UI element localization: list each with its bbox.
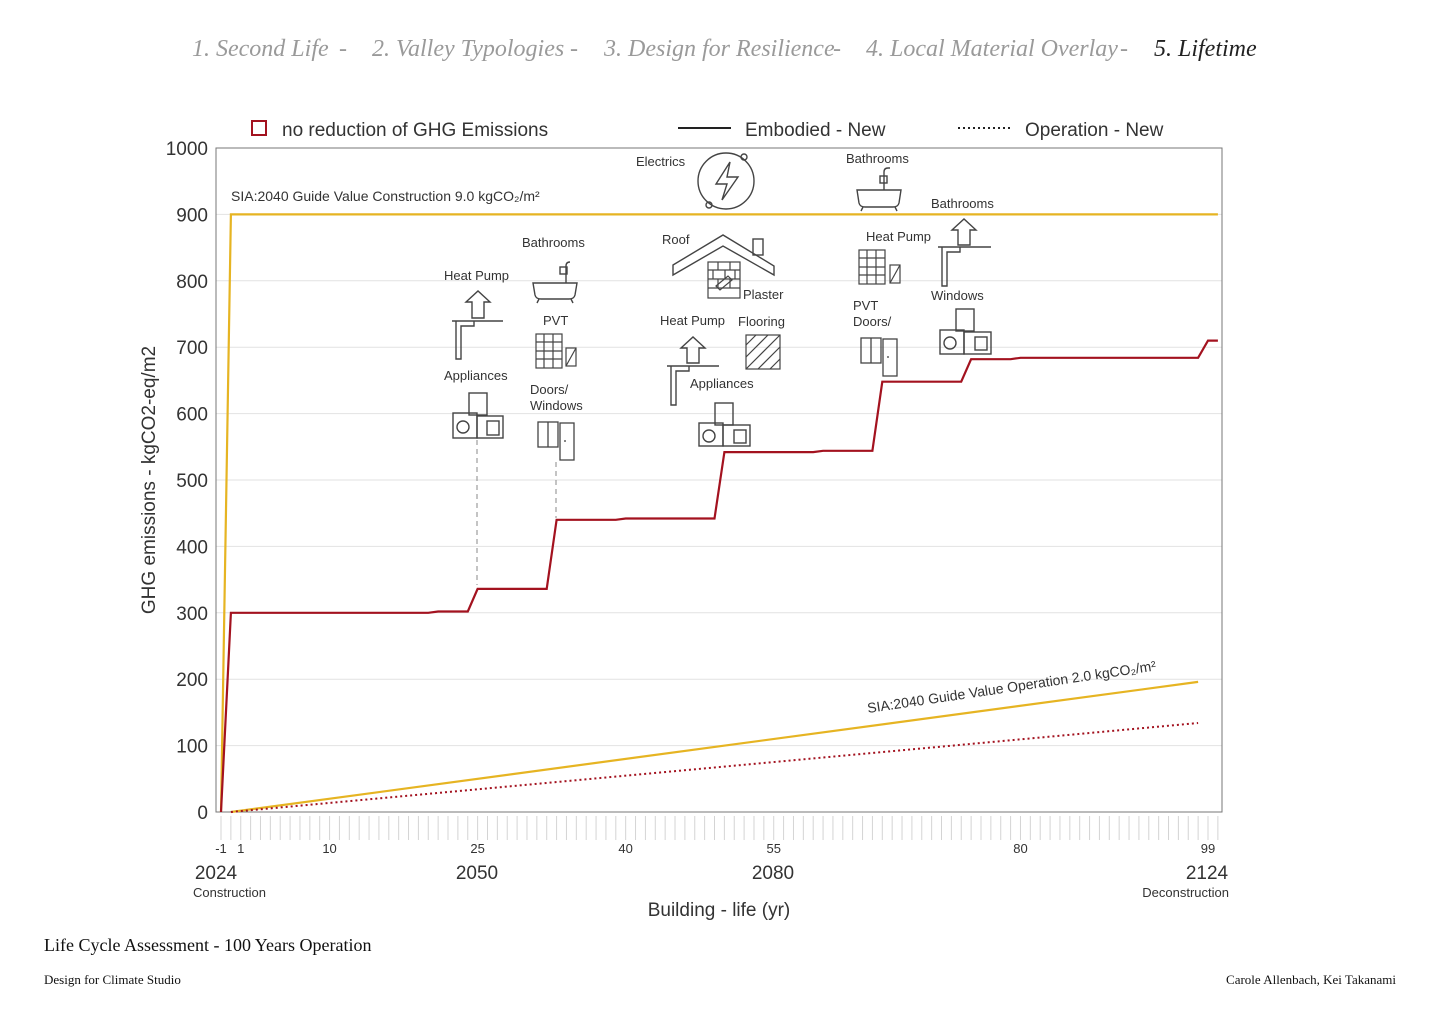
- guide-line-construction: [219, 213, 1218, 813]
- legend: no reduction of GHG Emissions Embodied -…: [251, 120, 1164, 141]
- nav-item-design-for-resilience[interactable]: 3. Design for Resilience: [604, 36, 835, 62]
- appliances-icon: [939, 308, 992, 355]
- caption-construction: Construction: [193, 885, 266, 900]
- annotation-heat-pump-2: Heat Pump: [660, 313, 725, 328]
- legend-swatch-no-reduction: [251, 120, 267, 136]
- heat-pump-icon: [667, 336, 719, 406]
- leader-lines: [476, 440, 557, 585]
- x-tick-label: 10: [322, 841, 336, 856]
- nav-separator: -: [570, 36, 578, 62]
- annotation-windows-2: Doors/: [853, 314, 892, 329]
- annotation-doors-1: Doors/: [530, 382, 569, 397]
- data-series: [219, 339, 1218, 813]
- doors-windows-icon: [537, 421, 575, 461]
- electrics-icon: [697, 152, 755, 210]
- x-tick-label: -1: [215, 841, 227, 856]
- series-line-embodied-new: [219, 339, 1218, 813]
- year-label-2124: 2124: [1186, 863, 1229, 884]
- annotation-windows-1: Windows: [530, 398, 583, 413]
- x-tick-label: 25: [470, 841, 484, 856]
- x-tick-label: 55: [766, 841, 780, 856]
- x-tick-label: 1: [237, 841, 244, 856]
- heat-pump-icon: [452, 290, 503, 360]
- annotations: Electrics Bathrooms Heat Pump Appliances: [444, 151, 994, 461]
- y-axis-title: GHG emissions - kgCO2-eq/m2: [139, 346, 160, 614]
- plot-frame: [215, 147, 1223, 813]
- y-tick-label: 1000: [166, 139, 208, 160]
- plaster-icon: [707, 261, 741, 299]
- annotation-doors-2: PVT: [853, 298, 878, 313]
- x-axis: -1 1 10 25 40 55 80 99: [215, 816, 1219, 856]
- flooring-icon: [745, 334, 781, 370]
- annotation-plaster: Plaster: [743, 287, 784, 302]
- annotation-appliances-3: Windows: [931, 288, 984, 303]
- bathtub-icon: [856, 167, 902, 212]
- nav-item-local-material-overlay[interactable]: 4. Local Material Overlay: [866, 36, 1118, 62]
- pvt-icon: [858, 249, 901, 285]
- pvt-icon: [535, 333, 577, 369]
- y-tick-label: 200: [176, 670, 208, 691]
- annotation-heat-pump-3: Bathrooms: [931, 196, 994, 211]
- y-tick-label: 300: [176, 604, 208, 625]
- y-tick-label: 500: [176, 471, 208, 492]
- reference-lines: SIA:2040 Guide Value Construction 9.0 kg…: [219, 188, 1218, 814]
- x-tick-label: 80: [1013, 841, 1027, 856]
- series-line-operation-new: [230, 722, 1199, 813]
- heat-pump-icon: [938, 218, 991, 287]
- x-axis-title: Building - life (yr): [648, 900, 791, 921]
- year-label-2024: 2024: [195, 863, 238, 884]
- bathtub-icon: [532, 261, 578, 304]
- footer-studio: Design for Climate Studio: [44, 972, 181, 987]
- y-tick-label: 100: [176, 737, 208, 758]
- y-tick-label: 0: [197, 803, 208, 824]
- annotation-appliances-2: Appliances: [690, 376, 754, 391]
- year-label-2050: 2050: [456, 863, 498, 884]
- footer-title: Life Cycle Assessment - 100 Years Operat…: [44, 935, 372, 955]
- annotation-pvt-2: Heat Pump: [866, 229, 931, 244]
- nav-separator: -: [339, 36, 347, 62]
- doors-windows-icon: [860, 337, 898, 377]
- annotation-flooring: Flooring: [738, 314, 785, 329]
- nav-separator: -: [833, 36, 841, 62]
- x-tick-label: 99: [1201, 841, 1215, 856]
- footer-authors: Carole Allenbach, Kei Takanami: [1226, 972, 1396, 987]
- annotation-heat-pump-1: Heat Pump: [444, 268, 509, 283]
- y-axis: 0 100 200 300 400 500 600 700 800 900 1000: [166, 139, 208, 824]
- annotation-pvt-1: PVT: [543, 313, 568, 328]
- legend-label-no-reduction: no reduction of GHG Emissions: [282, 120, 548, 141]
- y-tick-label: 400: [176, 537, 208, 558]
- nav-item-second-life[interactable]: 1. Second Life: [192, 36, 329, 62]
- nav-item-valley-typologies[interactable]: 2. Valley Typologies: [372, 36, 565, 62]
- appliances-icon: [452, 392, 504, 439]
- breadcrumb-nav: 1. Second Life - 2. Valley Typologies - …: [0, 36, 1440, 76]
- annotation-bathrooms-2: Bathrooms: [522, 235, 585, 250]
- year-labels: 2024 Construction 2050 2080 2124 Deconst…: [193, 863, 1229, 900]
- legend-label-operation: Operation - New: [1025, 120, 1164, 141]
- annotation-appliances-1: Appliances: [444, 368, 508, 383]
- year-label-2080: 2080: [752, 863, 794, 884]
- y-tick-label: 800: [176, 272, 208, 293]
- x-tick-label: 40: [618, 841, 632, 856]
- y-tick-label: 700: [176, 338, 208, 359]
- nav-item-lifetime[interactable]: 5. Lifetime: [1154, 36, 1257, 62]
- guide-label-construction: SIA:2040 Guide Value Construction 9.0 kg…: [231, 188, 540, 204]
- y-tick-label: 600: [176, 405, 208, 426]
- caption-deconstruction: Deconstruction: [1142, 885, 1229, 900]
- y-tick-label: 900: [176, 205, 208, 226]
- appliances-icon: [698, 402, 751, 447]
- roof-icon: [672, 234, 775, 277]
- guide-line-operation: [230, 680, 1199, 814]
- annotation-bathrooms-3: Bathrooms: [846, 151, 909, 166]
- grid: [216, 213, 1222, 747]
- legend-label-embodied: Embodied - New: [745, 120, 886, 141]
- annotation-electrics: Electrics: [636, 154, 686, 169]
- annotation-roof: Roof: [662, 232, 690, 247]
- nav-separator: -: [1120, 36, 1128, 62]
